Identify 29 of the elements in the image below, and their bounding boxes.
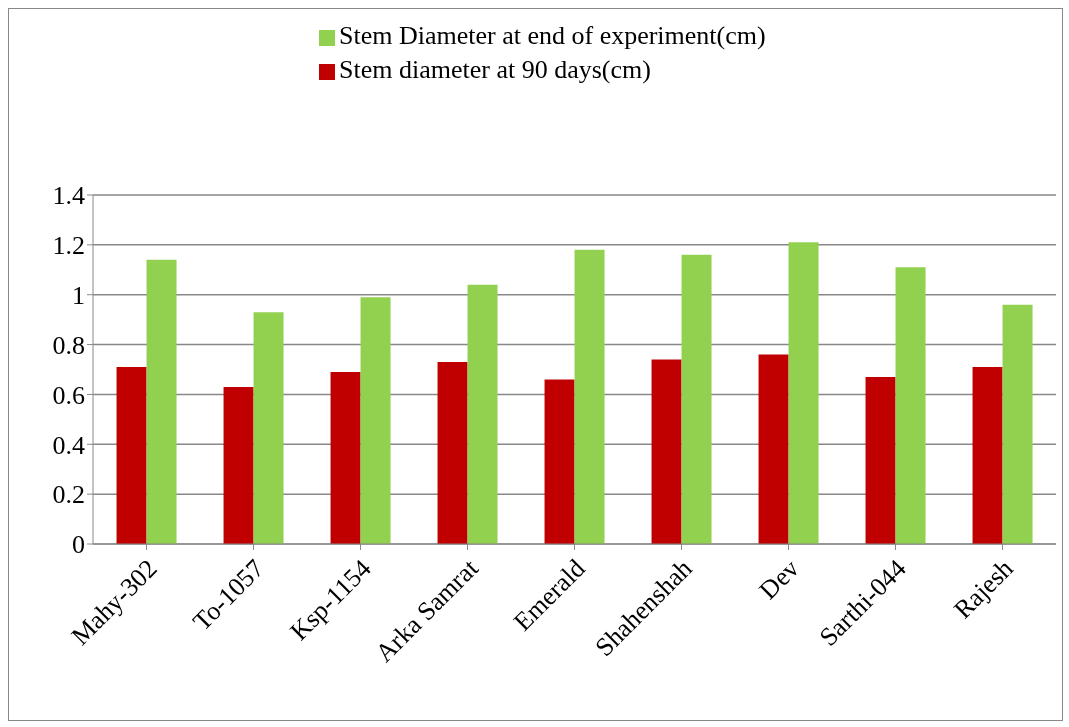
bar <box>437 362 468 544</box>
bar <box>681 254 712 544</box>
bar <box>116 367 147 544</box>
y-tick-label: 1.4 <box>52 181 85 211</box>
y-tick-label: 0 <box>72 530 85 560</box>
y-tick-label: 0.6 <box>52 380 85 410</box>
legend-label: Stem diameter at 90 days(cm) <box>339 55 651 84</box>
bar <box>360 297 391 544</box>
bar <box>972 367 1003 544</box>
bar <box>788 242 819 544</box>
y-tick-label: 0.4 <box>52 430 85 460</box>
bar <box>865 376 896 544</box>
x-tick-label: Dev <box>753 553 805 605</box>
bar <box>223 386 254 544</box>
bar <box>330 371 361 544</box>
y-tick-label: 0.8 <box>52 330 85 360</box>
bar <box>895 267 926 544</box>
bar <box>544 379 575 544</box>
bar <box>574 249 605 544</box>
bar <box>1002 304 1033 544</box>
bar <box>253 312 284 544</box>
y-tick-label: 1.2 <box>52 231 85 261</box>
bar <box>467 284 498 544</box>
y-tick-label: 0.2 <box>52 480 85 510</box>
legend-label: Stem Diameter at end of experiment(cm) <box>339 21 766 50</box>
bar <box>758 354 789 544</box>
bar <box>146 259 177 544</box>
bar <box>651 359 682 544</box>
y-tick-label: 1 <box>72 280 85 310</box>
